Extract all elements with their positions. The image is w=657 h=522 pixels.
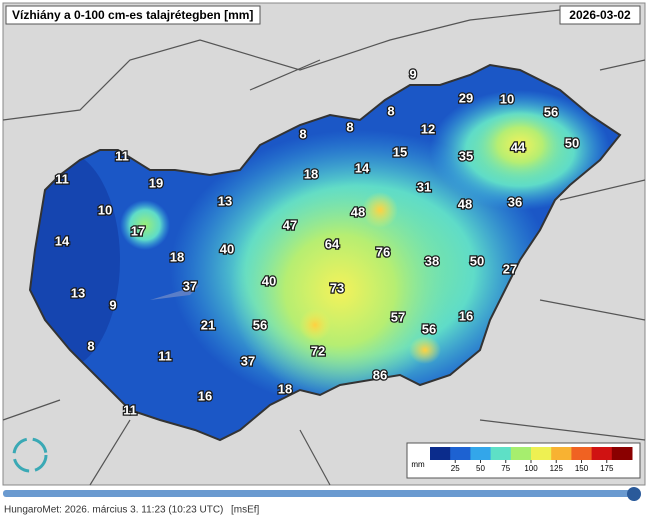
- tick-label: 175: [600, 464, 614, 473]
- date: 2026-03-02: [569, 8, 631, 22]
- value-label: 48: [458, 196, 472, 211]
- value-label: 18: [278, 381, 292, 396]
- tick-label: 25: [451, 464, 460, 473]
- value-label: 21: [201, 317, 215, 332]
- title: Vízhiány a 0-100 cm-es talajrétegben [mm…: [12, 8, 253, 22]
- colorbar-segment: [430, 447, 451, 460]
- value-label: 31: [417, 179, 431, 194]
- value-label: 27: [503, 261, 517, 276]
- value-label: 37: [183, 278, 197, 293]
- colorbar-segment: [470, 447, 492, 460]
- colorbar-segment: [551, 447, 572, 460]
- value-label: 13: [218, 193, 232, 208]
- title-box: [5, 5, 261, 25]
- colorbar: 25 50 75 100 125 150 175: [430, 447, 633, 473]
- value-label: 29: [459, 90, 473, 105]
- colorbar-segment: [611, 447, 633, 460]
- value-label: 13: [71, 285, 85, 300]
- value-label: 8: [299, 126, 306, 141]
- colorbar-segment: [510, 447, 532, 460]
- footer-tag: [msEf]: [231, 505, 260, 516]
- value-label: 18: [170, 249, 184, 264]
- footer: HungaroMet: 2026. március 3. 11:23 (10:2…: [4, 505, 223, 516]
- colorbar-segment: [490, 447, 512, 460]
- value-label: 11: [123, 402, 137, 417]
- tick-label: 125: [550, 464, 564, 473]
- value-label: 40: [262, 273, 276, 288]
- value-label: 14: [355, 160, 370, 175]
- logo: [12, 437, 48, 473]
- tick-label: 50: [476, 464, 485, 473]
- value-label: 47: [283, 217, 297, 232]
- value-label: 86: [373, 367, 387, 382]
- value-label: 8: [346, 119, 353, 134]
- value-label: 72: [311, 343, 325, 358]
- value-label: 8: [387, 103, 394, 118]
- value-label: 50: [470, 253, 484, 268]
- colorbar-segment: [531, 447, 552, 460]
- value-label: 38: [425, 253, 439, 268]
- value-label: 64: [325, 236, 340, 251]
- colorbar-segment: [450, 447, 471, 460]
- lake: [150, 285, 200, 300]
- value-label: 35: [459, 148, 473, 163]
- value-label: 37: [241, 353, 255, 368]
- value-label: 11: [55, 171, 69, 186]
- value-label: 15: [393, 144, 407, 159]
- value-label: 48: [351, 204, 365, 219]
- slider-knob[interactable]: [627, 487, 641, 501]
- date-box: [559, 5, 641, 25]
- value-label: 40: [220, 241, 234, 256]
- value-label: 56: [544, 104, 558, 119]
- colorbar-segment: [571, 447, 593, 460]
- value-label: 56: [422, 321, 436, 336]
- value-label: 12: [421, 121, 435, 136]
- value-label: 10: [500, 91, 514, 106]
- tick-label: 150: [575, 464, 589, 473]
- borders: [2, 9, 646, 486]
- tick-label: 75: [501, 464, 510, 473]
- value-label: 14: [55, 233, 70, 248]
- value-label: 73: [330, 280, 344, 295]
- value-label: 11: [158, 348, 172, 363]
- value-label: 11: [115, 148, 129, 163]
- value-label: 56: [253, 317, 267, 332]
- value-label: 9: [109, 297, 116, 312]
- labels: 9 29 10 56 8 12 8 8 50 44 15 35 11 18 14 11 19 31 13 48 36 10…: [54, 65, 581, 419]
- value-label: 76: [376, 244, 390, 259]
- value-label: 19: [149, 175, 163, 190]
- value-label: 16: [459, 308, 473, 323]
- value-label: 50: [565, 135, 579, 150]
- value-label: 10: [98, 202, 112, 217]
- value-label: 44: [511, 139, 526, 154]
- colorbar-segment: [591, 447, 613, 460]
- value-label: 16: [198, 388, 212, 403]
- tick-label: 100: [524, 464, 538, 473]
- colorbar-unit: mm: [411, 460, 425, 469]
- value-label: 9: [409, 66, 416, 81]
- value-label: 17: [131, 223, 145, 238]
- country-border: [28, 63, 622, 442]
- slider-track[interactable]: [3, 490, 635, 497]
- value-label: 57: [391, 309, 405, 324]
- value-label: 18: [304, 166, 318, 181]
- value-label: 36: [508, 194, 522, 209]
- value-label: 8: [87, 338, 94, 353]
